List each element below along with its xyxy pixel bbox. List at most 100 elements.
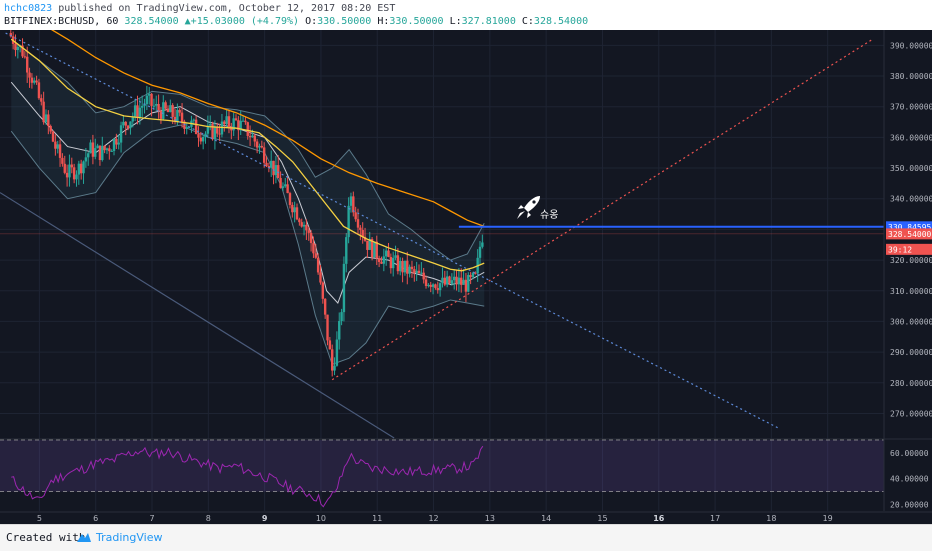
candle-body (415, 270, 418, 274)
candle-body (164, 102, 167, 109)
candle-body (58, 144, 62, 158)
rsi-line (11, 445, 484, 508)
candle-body (180, 112, 184, 122)
candle-body (370, 238, 374, 258)
tradingview-brand-link[interactable]: TradingView (96, 531, 163, 544)
candle-body (436, 288, 439, 291)
price-badge (886, 228, 932, 240)
candle-body (96, 145, 99, 149)
candle-body (347, 205, 350, 238)
rocket-icon (517, 196, 540, 219)
candle-body (274, 165, 278, 176)
candle-body (150, 93, 153, 106)
high-label: H: (377, 16, 390, 27)
candle-body (460, 277, 463, 285)
price-tick-label: 360.00000 (890, 133, 932, 142)
candle-body (155, 103, 158, 106)
candle-body (98, 145, 102, 161)
candle-body (201, 137, 205, 142)
candle-body (272, 160, 275, 176)
candle-body (314, 253, 317, 258)
price-tick-label: 270.00000 (890, 409, 932, 418)
candle-body (333, 365, 336, 371)
time-tick-label: 16 (653, 514, 665, 523)
candle-body (366, 240, 369, 250)
price-tick-label: 370.00000 (890, 103, 932, 112)
candle-body (75, 174, 78, 180)
candle-body (321, 282, 325, 299)
bollinger-lower-line (10, 124, 485, 366)
candle-body (354, 212, 357, 220)
candle-body (9, 33, 12, 37)
candle-body (204, 133, 207, 138)
candle-body (399, 260, 402, 272)
candle-body (260, 145, 264, 148)
candle-body (413, 269, 416, 274)
bollinger-fill (11, 39, 485, 365)
candle-body (42, 101, 45, 123)
candle-body (408, 266, 411, 274)
candle-body (469, 275, 472, 277)
candle-body (462, 279, 465, 285)
candle-body (316, 257, 320, 273)
price-chart[interactable]: 20.00000 40.00000 60.00000 270.00000 280.00… (0, 30, 932, 524)
rsi-tick-label: 40.00000 (890, 475, 929, 484)
candle-body (26, 56, 29, 73)
candle-body (424, 279, 428, 286)
candle-body (434, 284, 437, 289)
candle-body (117, 142, 120, 145)
candle-body (133, 105, 137, 117)
candle-body (429, 284, 432, 287)
candle-body (284, 184, 287, 187)
candle-body (345, 237, 348, 264)
price-tick-label: 300.00000 (890, 317, 932, 326)
candle-body (199, 137, 203, 142)
author-link[interactable]: hchc0823 (4, 3, 53, 14)
candle-body (218, 133, 221, 135)
candle-body (16, 46, 20, 51)
candle-body (194, 119, 198, 135)
price-change: +15.03000 (+4.79%) (190, 16, 300, 27)
candle-body (101, 145, 104, 161)
candle-body (326, 314, 329, 341)
candle-body (288, 193, 292, 205)
candle-body (138, 107, 142, 118)
candle-body (258, 145, 261, 148)
candle-body (197, 134, 200, 138)
candle-body (295, 207, 299, 220)
candle-body (159, 111, 163, 119)
candle-body (37, 82, 41, 99)
candle-body (389, 257, 393, 269)
candle-body (68, 164, 71, 178)
time-tick-label: 10 (316, 514, 326, 523)
candle-body (377, 258, 381, 262)
candle-body (319, 272, 322, 283)
candle-body (375, 241, 378, 259)
time-tick-label: 13 (485, 514, 495, 523)
candle-body (286, 184, 289, 194)
candle-body (54, 141, 57, 149)
candle-body (464, 279, 468, 292)
candle-body (478, 246, 482, 258)
ma-yellow-line (10, 38, 485, 272)
low-value: 327.81000 (461, 16, 516, 27)
candle-body (309, 232, 313, 244)
candle-body (87, 153, 90, 158)
chart-container[interactable]: 20.00000 40.00000 60.00000 270.00000 280.00… (0, 30, 932, 524)
candle-body (373, 241, 376, 258)
candle-body (422, 272, 425, 280)
candle-body (438, 283, 442, 291)
candle-body (270, 160, 273, 168)
price-badge-label: 39:12 (888, 245, 912, 254)
candle-body (300, 222, 303, 227)
candle-body (70, 164, 73, 168)
candle-body (122, 121, 125, 126)
candle-body (363, 236, 367, 241)
candle-body (136, 105, 139, 118)
time-tick-label: 18 (766, 514, 776, 523)
candle-body (105, 148, 109, 151)
candle-body (91, 142, 95, 157)
candle-body (467, 275, 470, 292)
candle-body (298, 219, 301, 223)
candle-body (51, 131, 55, 142)
